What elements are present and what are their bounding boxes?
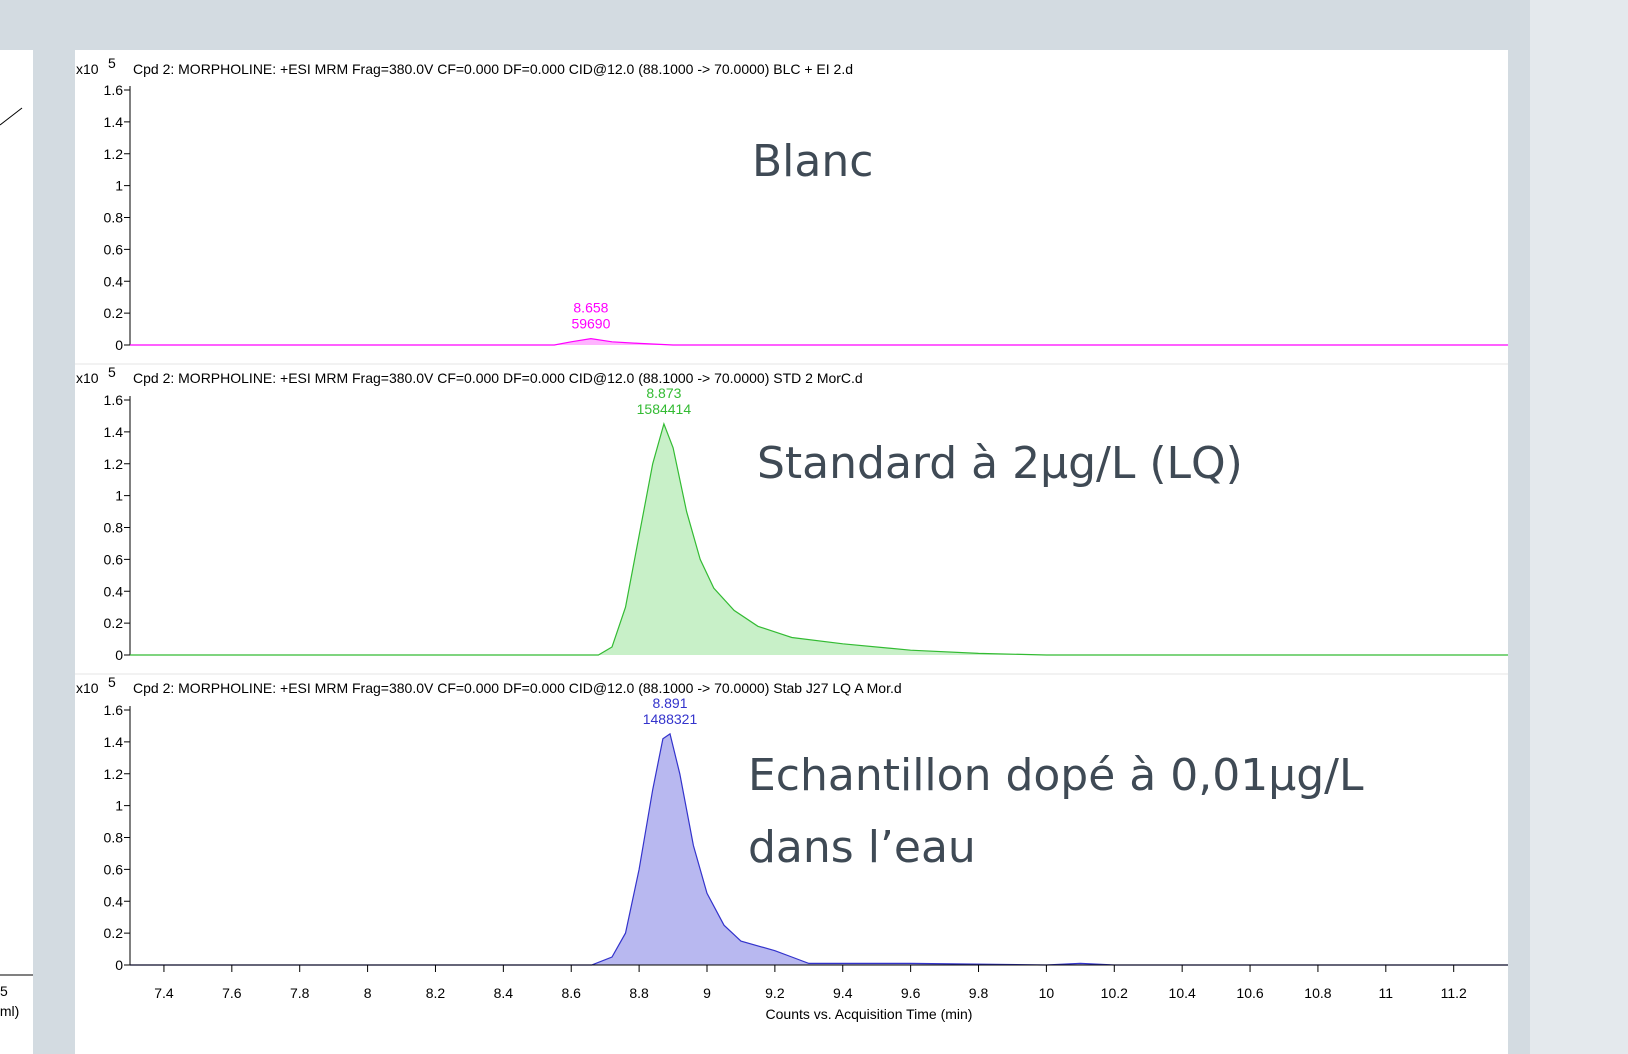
x-tick-label: 8.6 — [561, 985, 581, 1001]
scale-exponent: 5 — [108, 55, 116, 71]
x-tick-label: 9.6 — [901, 985, 921, 1001]
y-tick-label: 0.2 — [104, 615, 124, 631]
y-tick-label: 1.4 — [104, 114, 124, 130]
x-tick-label: 9.8 — [969, 985, 989, 1001]
sample-label: Blanc — [752, 136, 873, 187]
y-tick-label: 1.6 — [104, 702, 124, 718]
y-tick-label: 1.2 — [104, 766, 124, 782]
y-tick-label: 0.2 — [104, 925, 124, 941]
y-tick-label: 1.4 — [104, 734, 124, 750]
sample-label: Echantillon dopé à 0,01µg/L — [748, 750, 1364, 801]
x-tick-label: 11.2 — [1441, 985, 1467, 1001]
x-tick-label: 10.4 — [1169, 985, 1196, 1001]
x-tick-label: 7.4 — [154, 985, 174, 1001]
x-tick-label: 10 — [1039, 985, 1055, 1001]
left-line — [0, 107, 23, 126]
scale-prefix: x10 — [76, 61, 99, 77]
x-tick-label: 10.8 — [1304, 985, 1331, 1001]
x-tick-label: 9 — [703, 985, 711, 1001]
x-tick-label: 8.4 — [494, 985, 514, 1001]
y-tick-label: 0.4 — [104, 273, 124, 289]
x-tick-label: 8 — [364, 985, 372, 1001]
y-tick-label: 0.2 — [104, 305, 124, 321]
sample-label: Standard à 2µg/L (LQ) — [757, 438, 1243, 489]
y-tick-label: 1 — [115, 178, 123, 194]
scale-prefix: x10 — [76, 680, 99, 696]
x-tick-label: 9.4 — [833, 985, 853, 1001]
x-tick-label: 8.2 — [426, 985, 446, 1001]
trace — [130, 732, 1508, 966]
left-panel — [0, 50, 33, 1054]
y-tick-label: 1 — [115, 798, 123, 814]
scale-exponent: 5 — [108, 674, 116, 690]
x-tick-label: 8.8 — [629, 985, 649, 1001]
trace — [130, 421, 1508, 656]
y-tick-label: 0 — [115, 957, 123, 973]
x-tick-label: 10.2 — [1101, 985, 1128, 1001]
panel-title: Cpd 2: MORPHOLINE: +ESI MRM Frag=380.0V … — [133, 61, 853, 77]
y-tick-label: 0.8 — [104, 830, 124, 846]
y-tick-label: 1.2 — [104, 456, 124, 472]
sample-label: dans l’eau — [748, 822, 976, 873]
x-tick-label: 11 — [1379, 985, 1394, 1001]
left-text: /ml) — [0, 1003, 19, 1019]
y-tick-label: 1.6 — [104, 392, 124, 408]
x-axis-label: Counts vs. Acquisition Time (min) — [766, 1006, 973, 1022]
trace — [130, 337, 1508, 346]
y-tick-label: 0 — [115, 647, 123, 663]
y-tick-label: 0.6 — [104, 241, 124, 257]
x-tick-label: 10.6 — [1236, 985, 1263, 1001]
scale-exponent: 5 — [108, 364, 116, 380]
peak-rt: 8.873 — [646, 385, 681, 401]
y-tick-label: 0.8 — [104, 210, 124, 226]
chart-area — [75, 50, 1508, 1054]
side-strip — [1530, 0, 1628, 1054]
panel-title: Cpd 2: MORPHOLINE: +ESI MRM Frag=380.0V … — [133, 680, 902, 696]
y-tick-label: 0.4 — [104, 583, 124, 599]
peak-area-label: 1488321 — [643, 711, 698, 727]
y-tick-label: 1.4 — [104, 424, 124, 440]
scale-prefix: x10 — [76, 370, 99, 386]
y-tick-label: 0.4 — [104, 893, 124, 909]
y-tick-label: 1.2 — [104, 146, 124, 162]
y-tick-label: 1 — [115, 488, 123, 504]
peak-rt: 8.891 — [652, 695, 687, 711]
y-tick-label: 0.8 — [104, 520, 124, 536]
y-tick-label: 0 — [115, 337, 123, 353]
y-tick-label: 1.6 — [104, 82, 124, 98]
y-tick-label: 0.6 — [104, 551, 124, 567]
panel-title: Cpd 2: MORPHOLINE: +ESI MRM Frag=380.0V … — [133, 370, 863, 386]
left-text: 5 — [0, 983, 8, 999]
peak-area-label: 59690 — [571, 316, 610, 332]
x-tick-label: 9.2 — [765, 985, 785, 1001]
x-tick-label: 7.8 — [290, 985, 310, 1001]
peak-area-label: 1584414 — [637, 401, 692, 417]
x-tick-label: 7.6 — [222, 985, 242, 1001]
peak-rt: 8.658 — [573, 300, 608, 316]
y-tick-label: 0.6 — [104, 861, 124, 877]
